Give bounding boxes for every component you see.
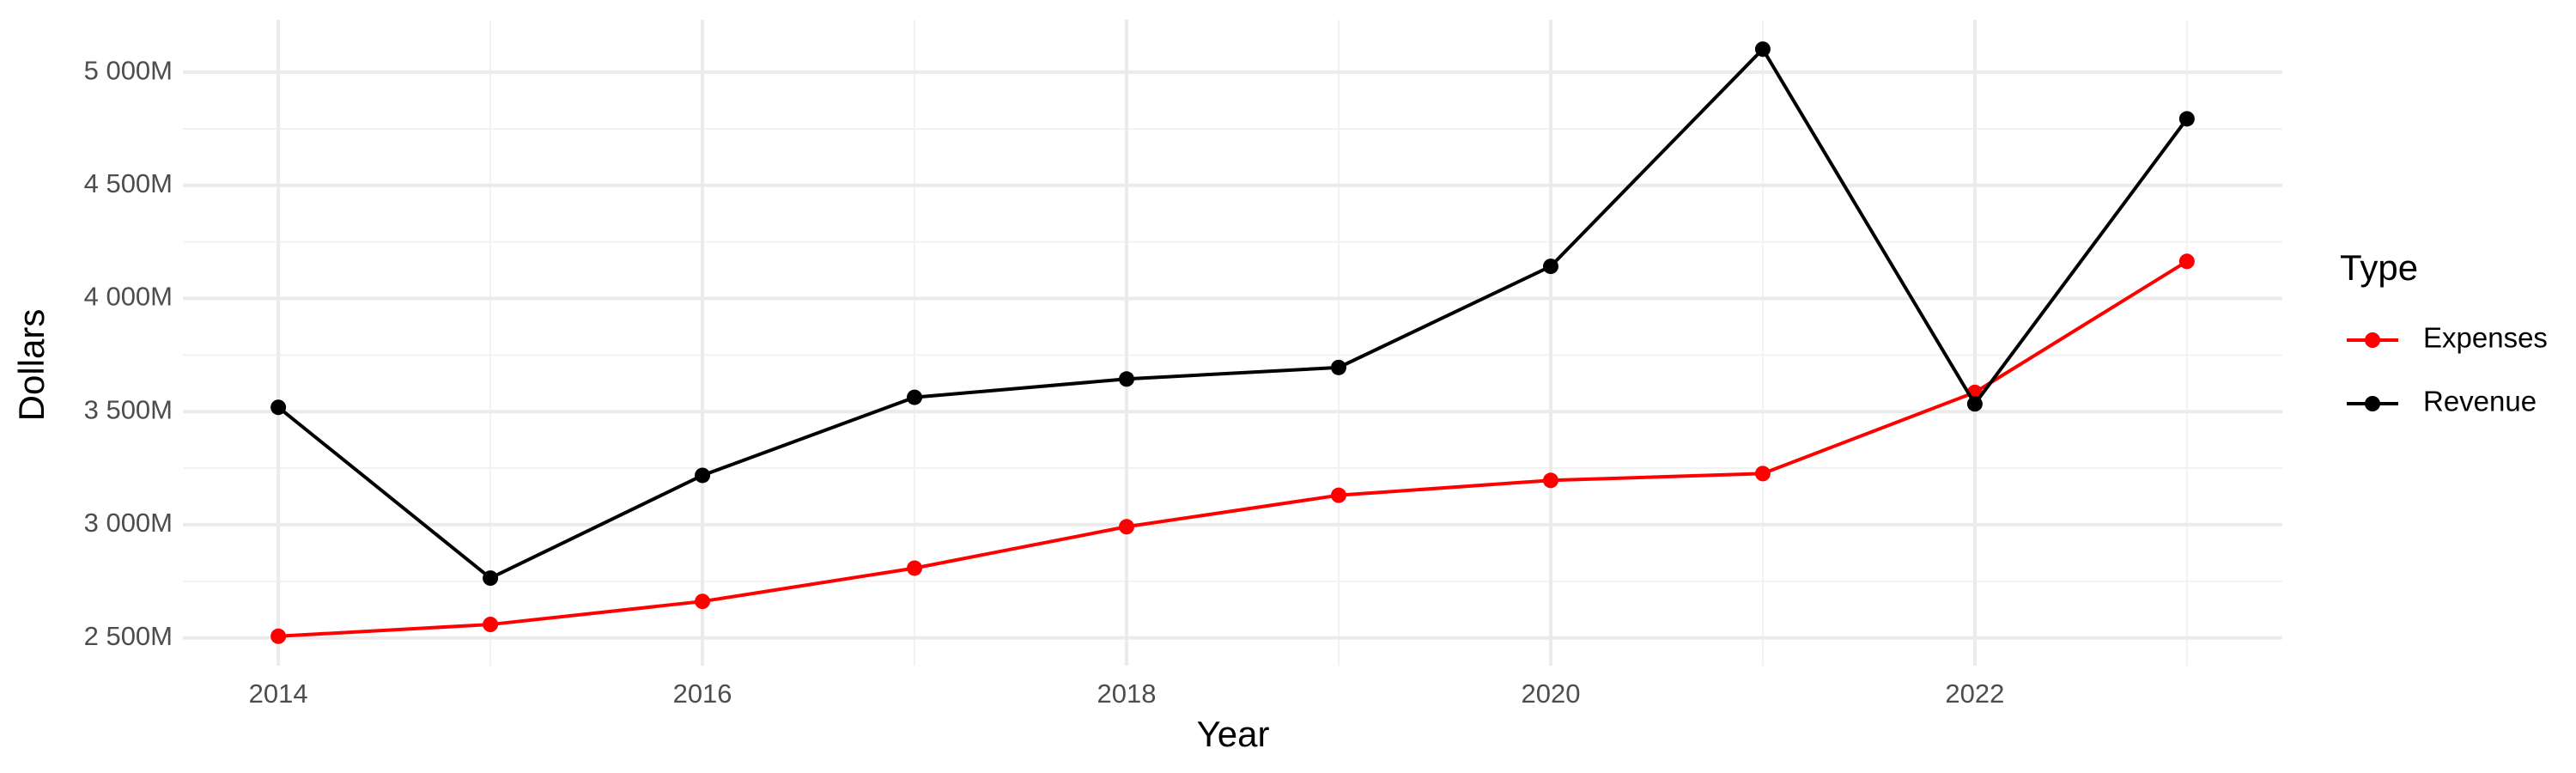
data-point xyxy=(695,467,711,484)
data-point xyxy=(483,617,499,633)
x-tick-label: 2016 xyxy=(673,679,732,709)
y-tick-label: 2 500M xyxy=(84,621,173,651)
data-point xyxy=(2178,253,2195,270)
x-tick-label: 2018 xyxy=(1097,679,1157,709)
x-tick-label: 2014 xyxy=(249,679,308,709)
data-point xyxy=(907,389,923,405)
series-line xyxy=(276,46,2189,581)
data-point xyxy=(1119,371,1135,387)
x-axis-title: Year xyxy=(1197,714,1270,754)
data-point xyxy=(1119,519,1135,535)
data-point xyxy=(1330,359,1346,375)
data-point xyxy=(1330,487,1346,503)
data-point xyxy=(1542,472,1558,489)
y-tick-label: 3 000M xyxy=(84,508,173,538)
data-point xyxy=(483,570,499,587)
y-tick-label: 3 500M xyxy=(84,394,173,424)
legend-label: Expenses xyxy=(2423,322,2548,354)
y-tick-label: 4 000M xyxy=(84,282,173,312)
data-point xyxy=(1754,41,1771,58)
x-tick-label: 2022 xyxy=(1945,679,2004,709)
data-point xyxy=(907,560,923,576)
y-tick-label: 4 500M xyxy=(84,168,173,198)
legend-key-point xyxy=(2365,332,2380,348)
legend-label: Revenue xyxy=(2423,386,2537,417)
data-point xyxy=(270,628,287,644)
data-point xyxy=(1966,396,1983,412)
x-tick-label: 2020 xyxy=(1521,679,1580,709)
legend-title: Type xyxy=(2340,247,2418,288)
y-axis-title: Dollars xyxy=(11,309,52,422)
series-line xyxy=(278,259,2188,638)
data-point xyxy=(1542,259,1558,275)
data-point xyxy=(1754,466,1771,482)
data-point xyxy=(695,593,711,610)
legend-key-point xyxy=(2365,396,2380,411)
y-tick-label: 5 000M xyxy=(84,55,173,85)
data-point xyxy=(270,399,287,416)
data-point xyxy=(2178,111,2195,127)
